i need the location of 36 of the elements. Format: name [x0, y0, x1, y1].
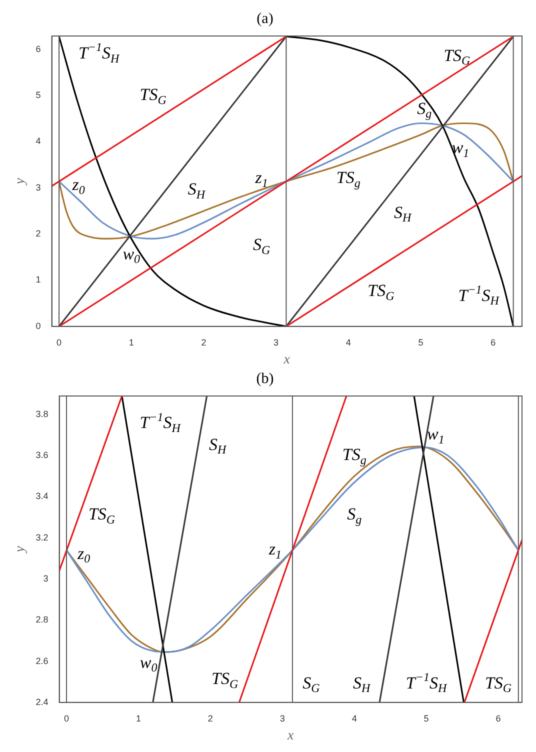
y-tick-label: 3: [43, 574, 48, 584]
x-tick-label: 0: [64, 713, 70, 724]
y-tick-label: 3.4: [36, 491, 48, 502]
y-tick-label: 1: [36, 274, 41, 285]
y-tick-label: 4: [36, 136, 41, 146]
x-tick-label: 4: [352, 713, 357, 724]
y-tick-label: 2.6: [36, 656, 48, 666]
x-axis-title: x: [282, 352, 291, 368]
y-tick-label: 2: [36, 228, 41, 239]
x-tick-label: 5: [418, 337, 424, 348]
y-tick-label: 6: [36, 44, 41, 54]
x-tick-label: 2: [208, 713, 213, 724]
y-tick-label: 3.2: [36, 532, 48, 542]
x-tick-label: 3: [280, 713, 285, 724]
y-tick-label: 3.8: [36, 408, 48, 419]
y-tick-label: 3.6: [36, 450, 48, 460]
y-tick-label: 3: [36, 182, 41, 192]
x-tick-label: 6: [490, 337, 496, 348]
x-tick-label: 1: [136, 713, 141, 724]
x-tick-label: 3: [274, 337, 279, 348]
x-tick-label: 1: [128, 337, 134, 348]
y-axis-title: y: [13, 177, 28, 186]
y-tick-label: 2.8: [36, 614, 48, 625]
x-tick-label: 0: [56, 337, 62, 348]
line-series: [58, 122, 514, 240]
y-tick-label: 5: [36, 90, 41, 100]
x-tick-label: 5: [424, 713, 429, 724]
y-tick-label: 0: [36, 320, 41, 331]
x-axis-title: x: [286, 728, 295, 744]
x-tick-label: 4: [346, 337, 351, 348]
x-tick-label: 6: [496, 713, 501, 724]
y-tick-label: 2.4: [36, 696, 48, 707]
x-tick-label: 2: [201, 337, 206, 348]
y-axis-title: y: [13, 545, 28, 554]
chart-title: (a): [256, 10, 274, 27]
chart-title: (b): [256, 370, 274, 387]
